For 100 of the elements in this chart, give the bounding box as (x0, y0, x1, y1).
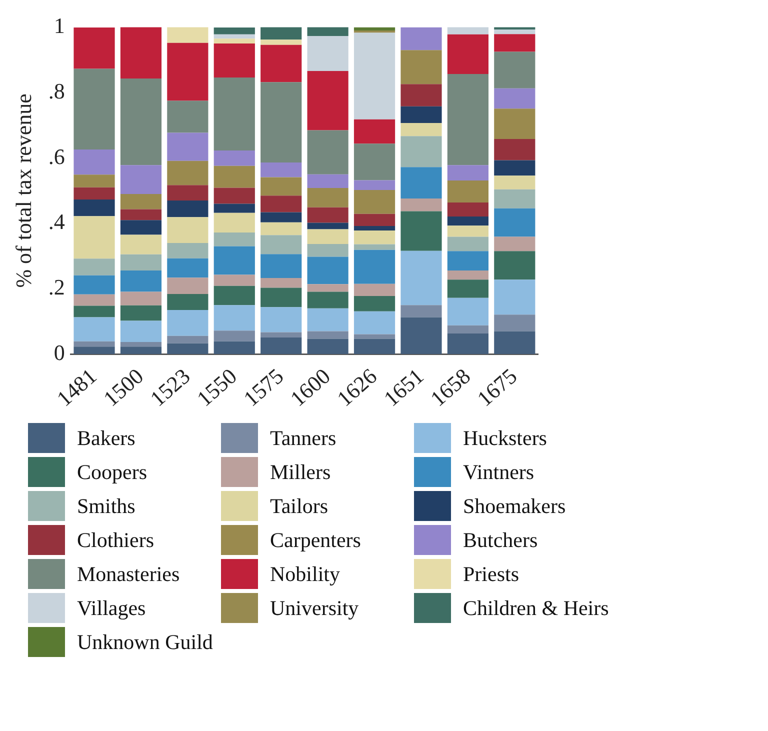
bar (214, 28, 255, 34)
legend-label: Clothiers (77, 528, 154, 552)
bar (74, 187, 115, 200)
legend-label: Carpenters (270, 528, 361, 552)
bar (260, 332, 302, 338)
bar (354, 190, 396, 214)
bar (400, 50, 442, 84)
bar (494, 139, 536, 160)
legend-label: Butchers (463, 528, 538, 552)
bar (307, 36, 348, 72)
bar (214, 246, 255, 275)
bar (354, 32, 396, 120)
bar (214, 38, 255, 44)
bar (447, 298, 488, 326)
bar (307, 256, 348, 284)
bar (400, 122, 442, 136)
bar (120, 220, 162, 235)
bar (447, 280, 488, 298)
bar (74, 306, 115, 318)
bar (307, 244, 348, 257)
bar (447, 34, 488, 74)
bar (447, 325, 488, 334)
bar (260, 222, 302, 236)
bar (307, 174, 348, 188)
bar (307, 284, 348, 292)
bar (400, 317, 442, 354)
legend-label: Unknown Guild (77, 630, 213, 654)
bar (214, 212, 255, 233)
bar (260, 235, 302, 254)
legend-label: Tailors (270, 494, 328, 518)
bar (447, 202, 488, 217)
bar (400, 211, 442, 251)
legend-label: Villages (77, 596, 146, 620)
y-tick-label: 0 (54, 340, 65, 365)
bar (260, 177, 302, 196)
bar (447, 236, 488, 252)
legend-label: Monasteries (77, 562, 180, 586)
bar (354, 226, 396, 231)
legend-label: Coopers (77, 460, 147, 484)
bar (307, 222, 348, 230)
y-tick-label: 1 (54, 12, 65, 38)
bar (120, 194, 162, 210)
bar (214, 305, 255, 331)
bar (74, 216, 115, 259)
bar (214, 150, 255, 166)
bar (400, 136, 442, 168)
y-tick-label: .6 (48, 144, 65, 169)
bar (74, 294, 115, 306)
bar (120, 254, 162, 270)
bar (494, 251, 536, 280)
bar (494, 34, 536, 52)
bar (167, 160, 208, 186)
bar (260, 27, 302, 40)
bar (74, 174, 115, 188)
bar (494, 160, 536, 176)
bar (260, 196, 302, 212)
bar (260, 278, 302, 288)
bar (354, 30, 396, 33)
bar (494, 88, 536, 109)
bar (447, 226, 488, 237)
bar (354, 214, 396, 226)
bar (167, 294, 208, 310)
bar (447, 270, 488, 280)
bar (120, 320, 162, 342)
legend-label: Tanners (270, 426, 336, 450)
bar (167, 258, 208, 278)
bar (307, 331, 348, 339)
bar (74, 200, 115, 216)
bar (120, 234, 162, 254)
bar (494, 29, 536, 34)
bar (400, 27, 442, 50)
bar (307, 338, 348, 354)
y-axis-title: % of total tax revenue (10, 94, 36, 288)
bar (447, 251, 488, 270)
bar (354, 338, 396, 354)
bar (214, 166, 255, 188)
bar (167, 278, 208, 294)
bar (214, 232, 255, 246)
bar (447, 74, 488, 166)
bar (74, 258, 115, 276)
legend-label: Nobility (270, 562, 340, 586)
bar (307, 130, 348, 174)
bar (494, 52, 536, 88)
bar (447, 27, 488, 34)
bar (400, 167, 442, 199)
bar (74, 341, 115, 347)
legend-label: University (270, 596, 359, 620)
bar (354, 230, 396, 244)
bar (260, 162, 302, 178)
y-tick-label: .4 (48, 209, 65, 234)
bar (400, 305, 442, 318)
bar (260, 337, 302, 354)
bar (214, 78, 255, 150)
bar (447, 180, 488, 202)
bar (307, 27, 348, 36)
bar (167, 217, 208, 243)
bar (260, 82, 302, 163)
bar (167, 185, 208, 200)
bar (494, 108, 536, 140)
bar (260, 254, 302, 278)
